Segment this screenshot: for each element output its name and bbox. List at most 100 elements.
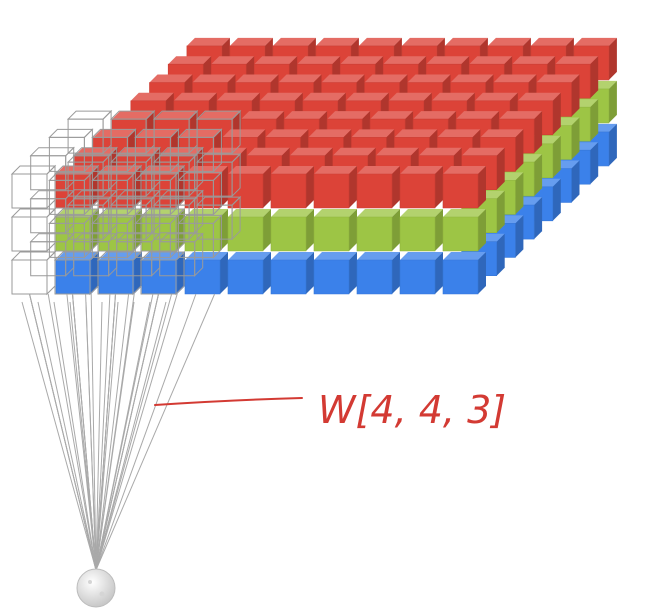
cube-side (590, 99, 599, 142)
cube-top (437, 129, 481, 138)
cube-top (314, 209, 357, 217)
cube-top (173, 92, 217, 101)
cube-top (383, 56, 427, 65)
cube-red (356, 166, 400, 209)
cube-top (450, 74, 494, 83)
cube-top (499, 111, 543, 120)
cube-front (313, 216, 350, 252)
cube-blue (141, 252, 185, 295)
cube-side (552, 178, 561, 221)
connection-line (90, 293, 97, 571)
cube-front (270, 216, 307, 252)
cube-side (177, 252, 185, 294)
cube-front (313, 173, 350, 209)
connection-line (95, 293, 178, 571)
cube-top (186, 37, 230, 46)
cube-front (356, 216, 393, 252)
cube-top (413, 111, 457, 120)
connection-line (95, 301, 135, 571)
cube-side (496, 233, 505, 276)
connection-line (47, 293, 97, 571)
cube-top (271, 209, 314, 217)
cube-top (271, 166, 314, 174)
cube-side (392, 209, 400, 251)
cube-top (229, 37, 273, 46)
cube-side (534, 154, 543, 197)
cube-top (407, 74, 451, 83)
cube-top (400, 252, 443, 260)
cube-side (552, 135, 561, 178)
cube-top (192, 74, 236, 83)
cube-top (357, 209, 400, 217)
receptive-field-connections (21, 293, 216, 571)
cube-blue (270, 252, 314, 295)
cube-top (155, 111, 199, 120)
connection-line (95, 293, 130, 571)
cube-top (179, 129, 223, 138)
cube-front (356, 173, 393, 209)
cube-side (571, 117, 580, 160)
cube-top (168, 56, 212, 65)
cube-top (358, 37, 402, 46)
cube-top (487, 37, 531, 46)
cube-front (270, 259, 307, 295)
cube-red (227, 166, 271, 209)
cube-front (270, 173, 307, 209)
cube-side (478, 209, 486, 251)
cube-side (263, 209, 271, 251)
cube-top (443, 209, 486, 217)
cube-blue (356, 252, 400, 295)
connection-line (95, 293, 159, 571)
cube-top (332, 147, 376, 156)
filter-cell (10, 207, 57, 253)
cube-green (313, 209, 357, 252)
cube-top (265, 129, 309, 138)
cube-top (364, 74, 408, 83)
cube-top (461, 147, 505, 156)
cube-side (571, 160, 580, 203)
cube-side (515, 215, 524, 258)
cube-top (228, 209, 271, 217)
cube-front (399, 173, 436, 209)
input-volume (55, 37, 617, 295)
cube-side (220, 252, 228, 294)
connection-line (95, 293, 216, 571)
cube-top (308, 129, 352, 138)
cube-side (349, 252, 357, 294)
cube-side (608, 80, 617, 123)
cube-front (399, 216, 436, 252)
cube-side (478, 252, 486, 294)
cube-top (327, 111, 371, 120)
cube-red (313, 166, 357, 209)
cube-top (315, 37, 359, 46)
cube-top (357, 166, 400, 174)
cube-top (241, 111, 285, 120)
connection-line (95, 293, 173, 571)
cube-top (555, 56, 599, 65)
cube-side (263, 166, 271, 208)
cube-top (351, 129, 395, 138)
cube-top (431, 92, 475, 101)
cube-side (392, 166, 400, 208)
cube-top (357, 252, 400, 260)
cube-top (228, 166, 271, 174)
connection-line (95, 301, 151, 571)
cube-side (435, 252, 443, 294)
cube-side (392, 252, 400, 294)
cube-top (573, 37, 617, 46)
cube-blue (442, 252, 486, 295)
filter-cell (139, 164, 186, 210)
connection-line (95, 293, 116, 571)
weight-shape-label: W[4, 4, 3] (318, 388, 506, 432)
cube-top (228, 252, 271, 260)
cube-top (284, 111, 328, 120)
cube-green (270, 209, 314, 252)
cube-top (216, 92, 260, 101)
filter-cell (139, 207, 186, 253)
cube-top (254, 56, 298, 65)
sphere-node-icon (76, 568, 116, 608)
cube-top (469, 56, 513, 65)
cube-side (306, 252, 314, 294)
cube-side (534, 111, 543, 154)
